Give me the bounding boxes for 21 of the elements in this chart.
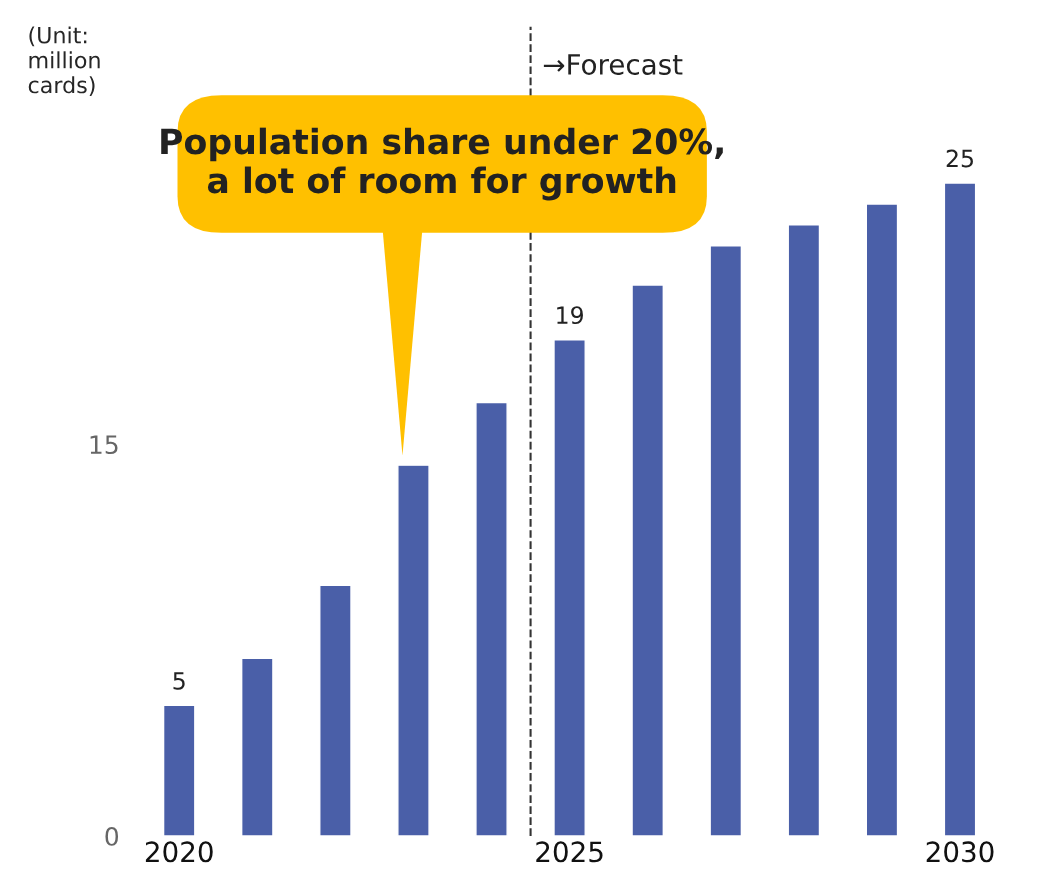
bar	[319, 584, 352, 836]
x-tick-label: 2030	[926, 841, 994, 863]
bar	[865, 203, 899, 836]
bar	[709, 245, 743, 836]
y-axis-title: (Unit: million cards)	[28, 26, 100, 96]
bar	[397, 464, 430, 836]
data-label: 19	[557, 306, 583, 325]
data-label: 25	[946, 149, 973, 168]
bar	[240, 657, 274, 836]
x-tick-label: 2025	[536, 841, 603, 863]
bar	[787, 224, 821, 836]
bar	[162, 704, 196, 836]
bar	[943, 182, 977, 836]
annotation: →Forecast	[543, 54, 683, 75]
y-tick-label: 0	[105, 826, 119, 846]
y-tick-label: 15	[90, 435, 118, 455]
bar	[475, 401, 508, 836]
data-label: 5	[173, 672, 185, 690]
bar	[553, 339, 586, 836]
bar	[631, 284, 665, 836]
x-tick-label: 2020	[145, 841, 213, 863]
